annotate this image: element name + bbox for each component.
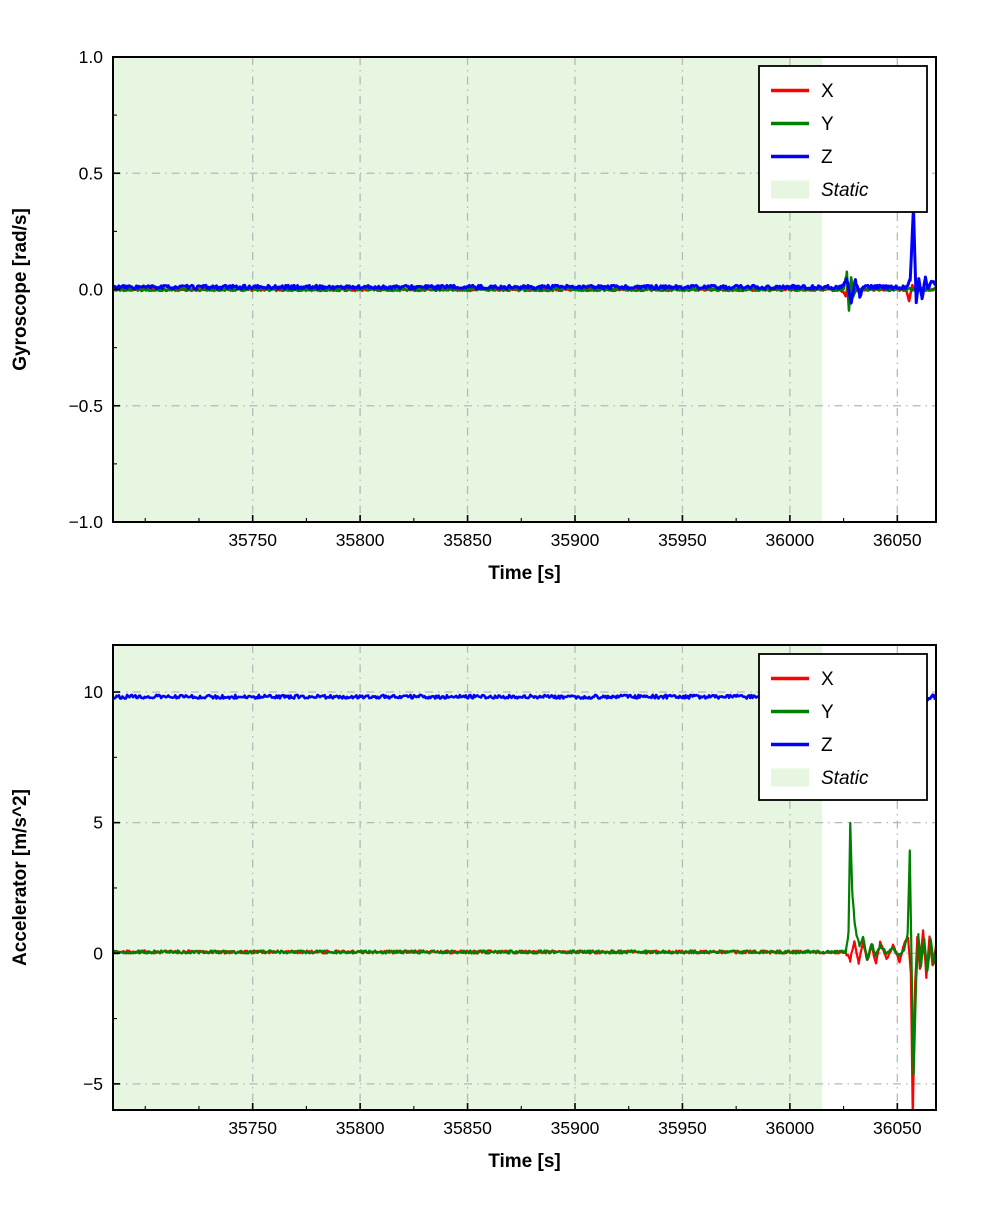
x-tick-label: 35950 <box>658 530 707 550</box>
series-group <box>113 206 936 312</box>
legend: XYZ Static <box>758 653 928 801</box>
legend-label: Y <box>821 114 834 135</box>
accelerator-chart: 35750 35800 35850 35900 35950 36000 36050 −5 0 5 1… <box>0 600 992 1228</box>
plot-border <box>112 644 937 1111</box>
x-tick-label: 35850 <box>443 530 492 550</box>
y-tick-label: −5 <box>83 1074 103 1094</box>
legend-label: Y <box>821 702 834 723</box>
y-tick-label: 5 <box>93 813 103 833</box>
accelerator-plot-svg: 35750 35800 35850 35900 35950 36000 36050 −5 0 5 1… <box>10 644 937 1172</box>
legend-label: X <box>821 669 834 690</box>
legend-label: Static <box>821 768 869 789</box>
y-tick-label: 10 <box>84 682 104 702</box>
x-axis-label: Time [s] <box>488 563 561 584</box>
x-tick-label: 36000 <box>766 530 815 550</box>
x-tick-label: 36050 <box>873 1118 922 1138</box>
legend-patch-sample <box>771 768 809 787</box>
legend-label: Z <box>821 735 833 756</box>
x-tick-label: 35900 <box>551 1118 600 1138</box>
x-tick-label: 35800 <box>336 530 385 550</box>
gyroscope-chart: 35750 35800 35850 35900 35950 36000 36050 −1.0 −… <box>0 0 992 600</box>
x-tick-label: 35750 <box>228 530 277 550</box>
y-tick-label: 0 <box>93 943 103 963</box>
static-region <box>113 645 823 1110</box>
x-tick-label: 36050 <box>873 530 922 550</box>
y-tick-label: −1.0 <box>68 512 103 532</box>
x-tick-label: 35900 <box>551 530 600 550</box>
x-tick-label: 35800 <box>336 1118 385 1138</box>
gyroscope-plot-svg: 35750 35800 35850 35900 35950 36000 36050 −1.0 −… <box>10 47 937 584</box>
legend-label: Static <box>821 180 869 201</box>
x-tick-label: 36000 <box>766 1118 815 1138</box>
y-axis-label: Accelerator [m/s^2] <box>10 789 31 966</box>
y-tick-label: 0.5 <box>79 163 103 183</box>
y-tick-label: 1.0 <box>79 47 104 67</box>
x-axis-label: Time [s] <box>488 1151 561 1172</box>
series-line-z <box>113 206 936 305</box>
legend-patch-sample <box>771 180 809 199</box>
x-tick-label: 35950 <box>658 1118 707 1138</box>
y-tick-label: −0.5 <box>68 396 103 416</box>
legend-label: Z <box>821 147 833 168</box>
legend: XYZ Static <box>758 65 928 213</box>
x-tick-label: 35750 <box>228 1118 277 1138</box>
legend-label: X <box>821 81 834 102</box>
x-tick-label: 35850 <box>443 1118 492 1138</box>
y-tick-label: 0.0 <box>79 280 104 300</box>
series-line-y <box>113 821 936 1077</box>
y-axis-label: Gyroscope [rad/s] <box>10 208 31 371</box>
